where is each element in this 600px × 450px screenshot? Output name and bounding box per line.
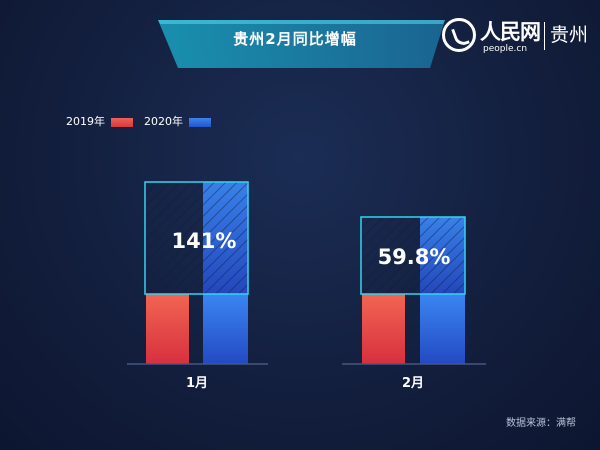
highlight-box-feb (360, 216, 466, 295)
chart-title: 贵州2月同比增幅 (233, 30, 357, 48)
bar-feb-2019 (362, 294, 405, 364)
people-cn-emblem-icon (442, 18, 476, 52)
logo-name: 人民网 (480, 19, 541, 44)
legend-label-2019: 2019年 (66, 115, 105, 128)
logo-site: people.cn (483, 44, 528, 54)
title-banner (158, 20, 445, 68)
bar-jan-2020 (203, 294, 248, 364)
logo-divider (544, 22, 545, 50)
annotation-feb: 59.8% (378, 245, 451, 269)
x-tick-label-jan: 1月 (186, 376, 208, 391)
legend-swatch-2020 (188, 117, 211, 127)
data-source: 数据来源：满帮 (506, 418, 576, 429)
legend-label-2020: 2020年 (144, 115, 183, 128)
legend: 2019年 2020年 (66, 113, 219, 129)
bar-feb-2020 (420, 294, 465, 364)
people-cn-logo: 人民网 people.cn 贵州 (442, 14, 592, 64)
logo-region: 贵州 (550, 24, 589, 46)
legend-item-2019: 2019年 (66, 113, 133, 129)
x-tick-label-feb: 2月 (402, 376, 424, 391)
legend-swatch-2019 (110, 117, 133, 127)
legend-item-2020: 2020年 (144, 113, 211, 129)
annotation-jan: 141% (172, 229, 237, 253)
bar-jan-2019 (146, 294, 189, 364)
highlight-box-jan (144, 181, 249, 295)
